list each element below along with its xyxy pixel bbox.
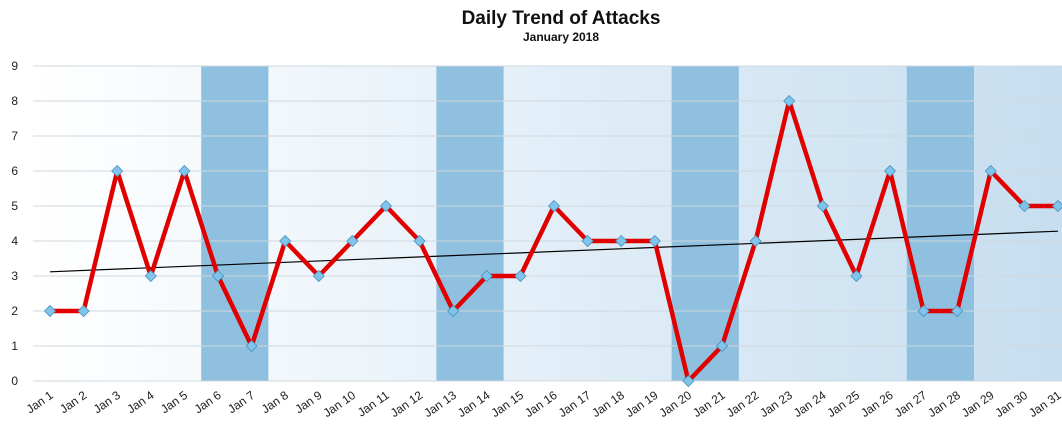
data-point — [581, 234, 594, 248]
x-tick-label: Jan 11 — [355, 388, 392, 420]
y-tick-label: 3 — [11, 269, 18, 283]
trendline — [49, 230, 1059, 273]
data-point — [346, 234, 359, 248]
data-point — [547, 199, 561, 213]
data-point — [984, 164, 997, 178]
y-axis-ticks: 0 1 2 3 4 5 6 7 8 9 — [11, 59, 18, 388]
x-tick-label: Jan 14 — [455, 388, 493, 420]
x-axis-ticks: Jan 1 Jan 2 Jan 3 Jan 4 Jan 5 Jan 6 Jan 7 Jan 8… — [24, 388, 1062, 420]
x-tick-label: Jan 30 — [993, 388, 1031, 420]
x-tick-label: Jan 17 — [556, 388, 594, 420]
x-tick-label: Jan 5 — [158, 388, 190, 416]
x-tick-label: Jan 22 — [724, 388, 762, 420]
x-tick-label: Jan 28 — [925, 388, 963, 420]
x-tick-label: Jan 10 — [321, 388, 359, 420]
weekend-band — [906, 66, 974, 381]
x-tick-label: Jan 25 — [825, 388, 863, 420]
x-tick-label: Jan 20 — [657, 388, 695, 420]
x-tick-label: Jan 13 — [421, 388, 459, 420]
x-tick-label: Jan 15 — [489, 388, 527, 420]
data-point — [682, 374, 695, 388]
x-tick-label: Jan 29 — [959, 388, 997, 420]
y-tick-label: 4 — [11, 234, 18, 248]
data-point — [715, 339, 729, 353]
data-point — [850, 269, 863, 283]
chart-title: Daily Trend of Attacks — [462, 8, 661, 29]
x-tick-label: Jan 23 — [757, 388, 795, 420]
data-point — [749, 234, 762, 248]
data-point — [111, 164, 124, 178]
x-tick-label: Jan 9 — [292, 388, 324, 416]
data-point — [447, 304, 460, 318]
data-point — [178, 164, 191, 178]
y-tick-label: 0 — [11, 374, 18, 388]
x-tick-label: Jan 19 — [623, 388, 661, 420]
x-tick-label: Jan 3 — [91, 388, 123, 416]
x-tick-label: Jan 2 — [57, 388, 89, 416]
weekend-band — [436, 66, 504, 381]
x-tick-label: Jan 16 — [522, 388, 560, 420]
data-point — [43, 304, 57, 318]
data-point — [480, 269, 493, 283]
x-tick-label: Jan 6 — [192, 388, 224, 416]
x-tick-label: Jan 24 — [791, 388, 829, 420]
x-tick-label: Jan 1 — [24, 388, 56, 416]
x-tick-label: Jan 12 — [388, 388, 426, 420]
data-point — [648, 234, 661, 248]
data-point — [883, 164, 897, 178]
data-points — [43, 94, 1062, 388]
weekend-bands — [201, 66, 974, 381]
y-tick-label: 7 — [11, 129, 18, 143]
data-point — [413, 234, 426, 248]
data-point — [77, 304, 90, 318]
data-point — [615, 234, 628, 248]
chart-subtitle: January 2018 — [523, 30, 599, 44]
data-point — [245, 339, 258, 353]
data-point — [211, 269, 225, 283]
weekend-band — [201, 66, 269, 381]
x-tick-label: Jan 18 — [589, 388, 627, 420]
data-point — [951, 304, 964, 318]
y-tick-label: 8 — [11, 94, 18, 108]
y-tick-label: 1 — [11, 339, 18, 353]
data-point — [816, 199, 829, 213]
data-point — [917, 304, 930, 318]
x-tick-label: Jan 27 — [892, 388, 930, 420]
y-tick-label: 2 — [11, 304, 18, 318]
y-tick-label: 5 — [11, 199, 18, 213]
data-point — [783, 94, 796, 108]
x-tick-label: Jan 8 — [259, 388, 291, 416]
y-tick-label: 6 — [11, 164, 18, 178]
data-point — [279, 234, 292, 248]
x-tick-label: Jan 4 — [124, 388, 156, 416]
weekend-band — [671, 66, 739, 381]
y-tick-label: 9 — [11, 59, 18, 73]
x-tick-label: Jan 21 — [690, 388, 728, 420]
x-tick-label: Jan 7 — [225, 388, 257, 416]
data-point — [312, 269, 325, 283]
data-point — [144, 269, 157, 283]
data-point — [379, 199, 393, 213]
x-tick-label: Jan 26 — [858, 388, 896, 420]
data-point — [1018, 199, 1031, 213]
trendline-layer — [49, 230, 1059, 273]
data-point — [514, 269, 527, 283]
x-tick-label: Jan 31 — [1026, 388, 1062, 420]
